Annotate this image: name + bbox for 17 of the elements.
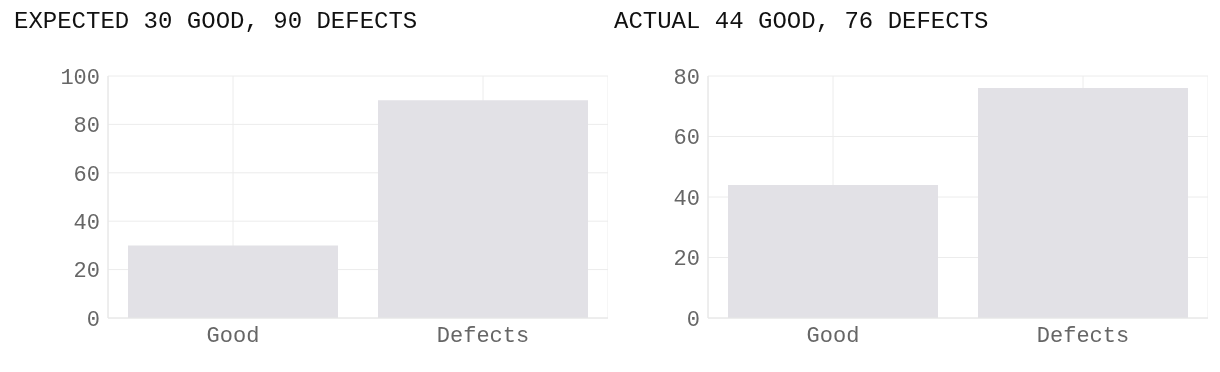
y-tick-label: 20 (73, 259, 100, 285)
x-tick-label: Good (806, 323, 860, 349)
y-tick-label: 40 (73, 211, 100, 237)
chart-title: EXPECTED 30 GOOD, 90 DEFECTS (13, 8, 419, 37)
chart-title: ACTUAL 44 GOOD, 76 DEFECTS (613, 8, 990, 37)
y-tick-label: 80 (73, 114, 100, 140)
y-tick-label: 40 (673, 186, 700, 212)
y-tick-label: 20 (673, 247, 700, 273)
y-tick-label: 0 (86, 307, 100, 333)
y-tick-label: 0 (686, 307, 700, 333)
y-tick-label: 60 (673, 126, 700, 152)
x-tick-label: Good (206, 323, 260, 349)
y-tick-label: 60 (73, 162, 100, 188)
y-tick-label: 100 (60, 65, 100, 91)
x-tick-label: Defects (1036, 323, 1130, 349)
y-tick-label: 80 (673, 65, 700, 91)
x-tick-label: Defects (436, 323, 530, 349)
